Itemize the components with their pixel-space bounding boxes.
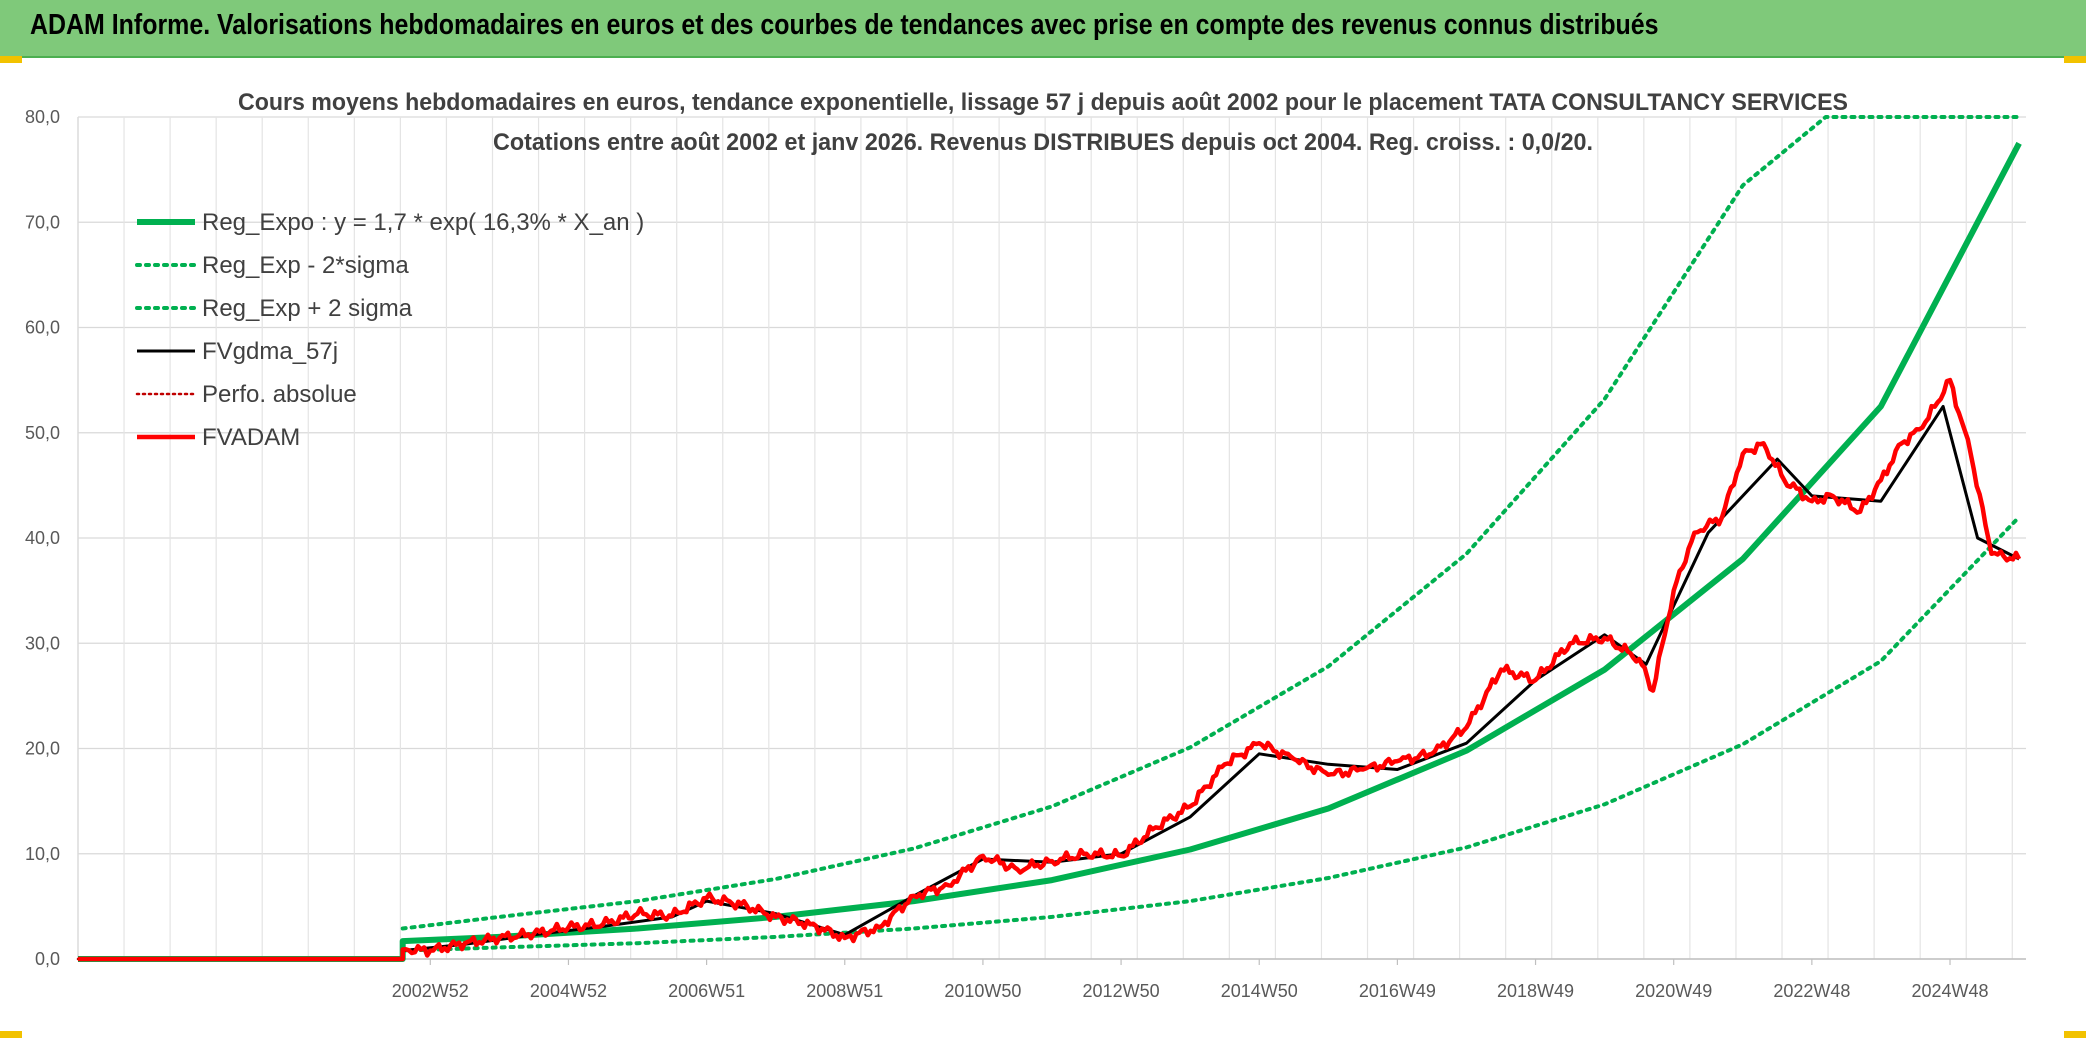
y-tick-label: 80,0 <box>25 107 60 127</box>
y-tick-label: 50,0 <box>25 423 60 443</box>
x-tick-label: 2002W52 <box>392 981 469 1001</box>
legend-label-fvadam: FVADAM <box>202 424 300 451</box>
y-tick-label: 70,0 <box>25 212 60 232</box>
x-tick-label: 2018W49 <box>1497 981 1574 1001</box>
legend-label-reg-exp-2-sigma: Reg_Exp + 2 sigma <box>202 295 413 322</box>
x-tick-label: 2024W48 <box>1911 981 1988 1001</box>
series-line-reg-expo-y-1-7-exp-16-3-x-an <box>78 141 2022 962</box>
chart-title-block: Cours moyens hebdomadaires en euros, ten… <box>238 89 1848 156</box>
chart-legend: Reg_Expo : y = 1,7 * exp( 16,3% * X_an )… <box>135 209 644 451</box>
x-tick-label: 2020W49 <box>1635 981 1712 1001</box>
x-tick-label: 2014W50 <box>1221 981 1298 1001</box>
page-title: ADAM Informe. Valorisations hebdomadaire… <box>30 9 1659 41</box>
x-tick-label: 2004W52 <box>530 981 607 1001</box>
chart-gridlines <box>77 116 2026 960</box>
chart-series <box>76 115 2022 962</box>
chart-axes: 0,0 10,0 20,0 30,0 40,0 50,0 60,0 70,0 80,0 2002W… <box>25 107 2026 1001</box>
series-line-reg-exp-2-sigma <box>400 515 2022 953</box>
y-tick-label: 10,0 <box>25 844 60 864</box>
series-line-fvadam <box>78 377 2022 962</box>
x-tick-label: 2022W48 <box>1773 981 1850 1001</box>
legend-label-fvgdma-57j: FVgdma_57j <box>202 338 338 365</box>
x-tick-label: 2010W50 <box>944 981 1021 1001</box>
header-bar: ADAM Informe. Valorisations hebdomadaire… <box>0 0 2086 58</box>
x-tick-label: 2006W51 <box>668 981 745 1001</box>
x-tick-label: 2008W51 <box>806 981 883 1001</box>
y-tick-label: 30,0 <box>25 633 60 653</box>
corner-marker-top-right <box>2064 56 2086 63</box>
y-tick-label: 20,0 <box>25 739 60 759</box>
corner-marker-bottom-right <box>2064 1031 2086 1038</box>
y-tick-label: 40,0 <box>25 528 60 548</box>
y-tick-label: 0,0 <box>35 949 60 969</box>
x-tick-label: 2016W49 <box>1359 981 1436 1001</box>
legend-label-perfo-absolue: Perfo. absolue <box>202 381 357 408</box>
corner-marker-top-left <box>0 56 22 63</box>
series-line-reg-exp-2-sigma <box>400 115 2022 931</box>
legend-label-reg-exp-2-sigma: Reg_Exp - 2*sigma <box>202 252 409 279</box>
chart-title: Cours moyens hebdomadaires en euros, ten… <box>238 89 1848 116</box>
series-line-fvgdma-57j <box>402 404 2020 953</box>
legend-label-reg-expo-y-1-7-exp-16-3-x-an: Reg_Expo : y = 1,7 * exp( 16,3% * X_an ) <box>202 209 644 236</box>
x-tick-label: 2012W50 <box>1083 981 1160 1001</box>
y-tick-label: 60,0 <box>25 318 60 338</box>
chart-subtitle: Cotations entre août 2002 et janv 2026. … <box>493 129 1593 156</box>
corner-marker-bottom-left <box>0 1031 22 1038</box>
